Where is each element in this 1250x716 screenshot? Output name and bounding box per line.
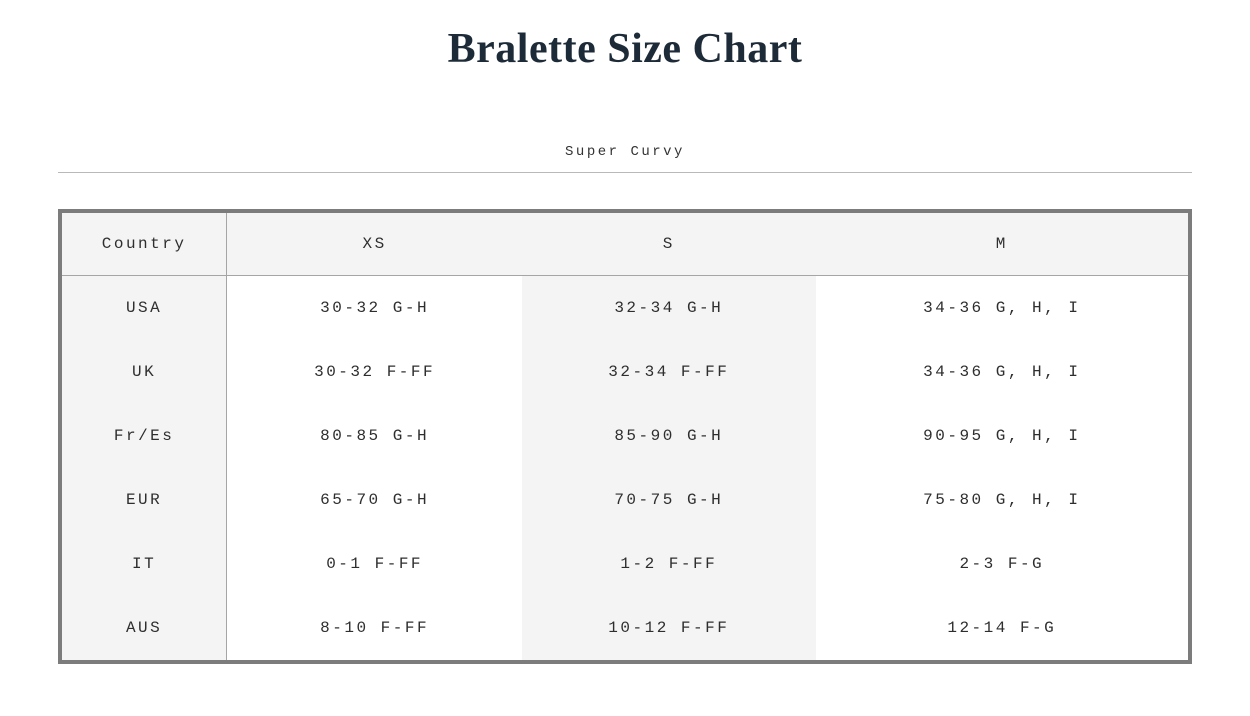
cell-s: 70-75 G-H [521, 468, 816, 532]
col-header-xs: XS [226, 211, 522, 276]
cell-m: 75-80 G, H, I [815, 468, 1190, 532]
cell-xs: 30-32 G-H [226, 275, 522, 340]
cell-m: 12-14 F-G [815, 596, 1190, 662]
cell-m: 34-36 G, H, I [815, 275, 1190, 340]
cell-country: UK [60, 340, 228, 404]
col-header-s: S [521, 211, 816, 276]
table-row-eur: EUR 65-70 G-H 70-75 G-H 75-80 G, H, I [60, 468, 1190, 532]
cell-s: 1-2 F-FF [521, 532, 816, 596]
col-header-m: M [815, 211, 1190, 276]
cell-s: 10-12 F-FF [521, 596, 816, 662]
cell-country: AUS [60, 596, 228, 662]
header-row: Country XS S M [60, 211, 1190, 276]
content-container: Bralette Size Chart Super Curvy Country … [58, 22, 1192, 664]
cell-country: Fr/Es [60, 404, 228, 468]
cell-s: 32-34 F-FF [521, 340, 816, 404]
table-header: Country XS S M [60, 211, 1190, 276]
size-chart-table: Country XS S M USA 30-32 G-H 32-34 G-H 3… [58, 209, 1192, 664]
cell-m: 2-3 F-G [815, 532, 1190, 596]
table-row-uk: UK 30-32 F-FF 32-34 F-FF 34-36 G, H, I [60, 340, 1190, 404]
cell-country: USA [60, 275, 228, 340]
cell-xs: 0-1 F-FF [226, 532, 522, 596]
cell-m: 90-95 G, H, I [815, 404, 1190, 468]
page-title: Bralette Size Chart [447, 26, 803, 72]
cell-xs: 30-32 F-FF [226, 340, 522, 404]
cell-s: 85-90 G-H [521, 404, 816, 468]
cell-xs: 65-70 G-H [226, 468, 522, 532]
table-row-aus: AUS 8-10 F-FF 10-12 F-FF 12-14 F-G [60, 596, 1190, 662]
cell-m: 34-36 G, H, I [815, 340, 1190, 404]
table-row-fres: Fr/Es 80-85 G-H 85-90 G-H 90-95 G, H, I [60, 404, 1190, 468]
size-category-label: Super Curvy [565, 144, 685, 160]
cell-country: EUR [60, 468, 228, 532]
table-row-it: IT 0-1 F-FF 1-2 F-FF 2-3 F-G [60, 532, 1190, 596]
table-row-usa: USA 30-32 G-H 32-34 G-H 34-36 G, H, I [60, 275, 1190, 340]
divider-rule [58, 172, 1192, 173]
cell-xs: 80-85 G-H [226, 404, 522, 468]
table-body: USA 30-32 G-H 32-34 G-H 34-36 G, H, I UK… [60, 275, 1190, 662]
col-header-country: Country [60, 211, 228, 276]
cell-country: IT [60, 532, 228, 596]
cell-xs: 8-10 F-FF [226, 596, 522, 662]
cell-s: 32-34 G-H [521, 275, 816, 340]
